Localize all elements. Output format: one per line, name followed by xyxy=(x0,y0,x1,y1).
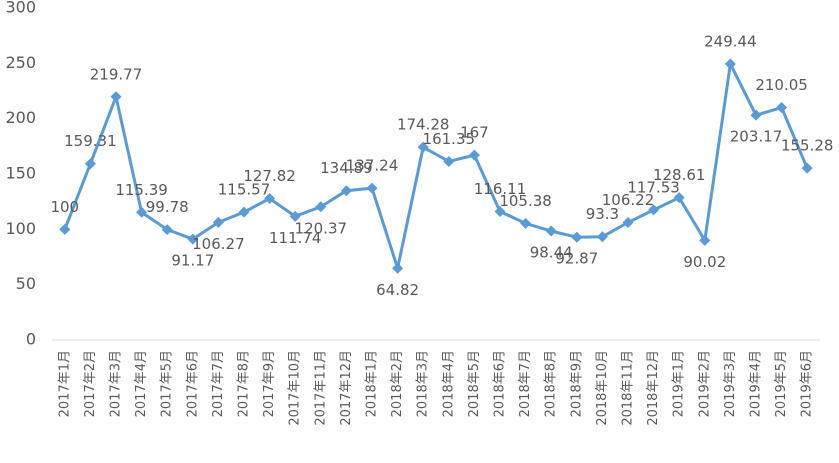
marker xyxy=(648,204,660,216)
marker xyxy=(238,206,250,218)
y-tick-label: 300 xyxy=(5,0,36,17)
data-label: 203.17 xyxy=(730,128,783,146)
marker xyxy=(494,206,506,218)
x-tick-label: 2017年9月 xyxy=(262,350,277,417)
x-tick-label: 2017年6月 xyxy=(185,350,200,417)
marker xyxy=(59,223,71,235)
marker xyxy=(699,234,711,246)
x-tick-label: 2018年8月 xyxy=(544,350,559,417)
data-label: 249.44 xyxy=(704,32,757,50)
y-tick-label: 250 xyxy=(5,53,36,72)
x-tick-label: 2018年3月 xyxy=(416,350,431,417)
data-label: 128.61 xyxy=(653,166,706,184)
x-tick-label: 2017年4月 xyxy=(134,350,149,417)
marker xyxy=(84,158,96,170)
marker xyxy=(340,185,352,197)
data-label: 155.28 xyxy=(781,137,834,155)
data-label: 174.28 xyxy=(397,116,450,134)
data-label: 90.02 xyxy=(683,253,726,271)
data-label: 111.74 xyxy=(269,229,322,247)
x-tick-label: 2018年1月 xyxy=(365,350,380,417)
data-label: 161.35 xyxy=(423,130,476,148)
x-tick-label: 2019年6月 xyxy=(800,350,815,417)
x-tick-label: 2017年7月 xyxy=(211,350,226,417)
data-label: 137.24 xyxy=(346,157,399,175)
x-tick-label: 2017年8月 xyxy=(237,350,252,417)
x-tick-label: 2017年11月 xyxy=(313,350,328,426)
x-tick-label: 2018年5月 xyxy=(467,350,482,417)
marker xyxy=(212,216,224,228)
x-tick-label: 2017年1月 xyxy=(57,350,72,417)
data-label: 115.39 xyxy=(115,181,168,199)
line xyxy=(63,59,809,275)
x-tick-label: 2019年3月 xyxy=(723,350,738,417)
data-label: 134.89 xyxy=(320,159,373,177)
y-tick-label: 0 xyxy=(26,330,36,349)
data-label: 120.37 xyxy=(295,219,348,237)
x-tick-label: 2017年5月 xyxy=(160,350,175,417)
x-tick-label: 2018年4月 xyxy=(441,350,456,417)
marker xyxy=(545,225,557,237)
marker xyxy=(801,162,813,174)
data-label: 219.77 xyxy=(90,65,143,83)
x-tick-label: 2019年1月 xyxy=(672,350,687,417)
data-label: 115.57 xyxy=(218,181,271,199)
data-label: 106.27 xyxy=(192,235,245,253)
marker xyxy=(724,58,736,70)
marker xyxy=(136,206,148,218)
x-tick-label: 2018年10月 xyxy=(595,350,610,426)
data-label: 64.82 xyxy=(376,281,419,299)
x-tick-label: 2019年2月 xyxy=(697,350,712,417)
data-label: 167 xyxy=(460,124,489,142)
data-label: 98.44 xyxy=(530,244,573,262)
x-tick-label: 2017年10月 xyxy=(288,350,303,426)
x-tick-label: 2017年2月 xyxy=(83,350,98,417)
x-tick-label: 2017年12月 xyxy=(339,350,354,426)
marker xyxy=(776,102,788,114)
data-label: 91.17 xyxy=(171,252,214,270)
data-label: 159.31 xyxy=(64,132,117,150)
marker xyxy=(289,210,301,222)
marker xyxy=(417,141,429,153)
data-label: 116.11 xyxy=(474,180,527,198)
marker xyxy=(520,217,532,229)
y-tick-label: 200 xyxy=(5,108,36,127)
marker xyxy=(750,109,762,121)
marker xyxy=(622,216,634,228)
marker xyxy=(571,231,583,243)
x-tick-label: 2019年4月 xyxy=(749,350,764,417)
data-label: 117.53 xyxy=(627,178,680,196)
marker xyxy=(315,201,327,213)
x-tick-label: 2018年12月 xyxy=(646,350,661,426)
x-tick-label: 2018年6月 xyxy=(493,350,508,417)
data-label: 105.38 xyxy=(499,192,552,210)
marker xyxy=(264,193,276,205)
marker xyxy=(187,233,199,245)
marker xyxy=(673,192,685,204)
data-label: 127.82 xyxy=(243,167,296,185)
x-tick-label: 2018年7月 xyxy=(518,350,533,417)
data-label: 106.22 xyxy=(602,191,655,209)
data-label: 100 xyxy=(50,198,79,216)
x-tick-label: 2018年2月 xyxy=(390,350,405,417)
x-tick-label: 2017年3月 xyxy=(109,350,124,417)
marker xyxy=(366,182,378,194)
marker xyxy=(468,149,480,161)
data-label: 93.3 xyxy=(586,205,619,223)
data-label: 210.05 xyxy=(755,76,808,94)
x-tick-label: 2018年9月 xyxy=(569,350,584,417)
marker xyxy=(443,155,455,167)
x-tick-label: 2018年11月 xyxy=(621,350,636,426)
marker xyxy=(161,224,173,236)
data-label: 92.87 xyxy=(555,250,598,268)
marker xyxy=(392,262,404,274)
data-label: 99.78 xyxy=(146,198,189,216)
marker xyxy=(110,91,122,103)
x-tick-label: 2019年5月 xyxy=(774,350,789,417)
y-tick-label: 150 xyxy=(5,164,36,183)
y-tick-label: 100 xyxy=(5,219,36,238)
marker xyxy=(596,231,608,243)
y-tick-label: 50 xyxy=(16,274,36,293)
